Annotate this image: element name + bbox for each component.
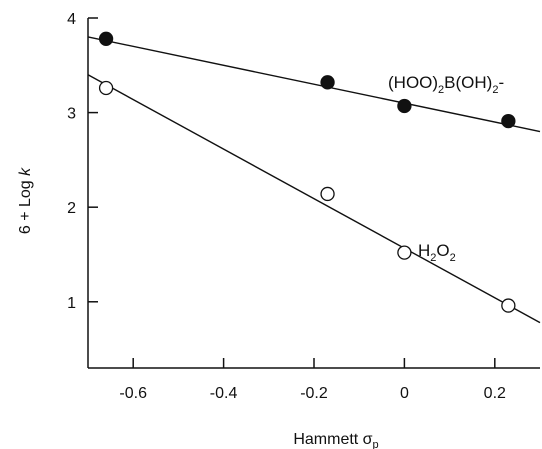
x-tick-label: -0.4 bbox=[210, 385, 238, 402]
y-tick-label: 2 bbox=[67, 200, 76, 217]
data-points bbox=[98, 31, 516, 313]
series-label-h2o2: H2O2 bbox=[418, 241, 456, 264]
axes: 1 2 3 4 -0.6 -0.4 -0.2 0 0.2 Hammett σp 6 + Log k bbox=[17, 11, 540, 449]
x-tick-label: 0.2 bbox=[484, 385, 506, 402]
open-point-series-2 bbox=[98, 80, 114, 96]
series-label-peroxoborate: (HOO)2B(OH)2- bbox=[388, 73, 504, 96]
open-point-series-2 bbox=[501, 298, 516, 313]
filled-point-series-1 bbox=[501, 113, 516, 129]
open-point-series-2 bbox=[320, 186, 335, 202]
fit-line-series-2 bbox=[87, 74, 541, 324]
filled-point-series-1 bbox=[320, 75, 335, 90]
x-tick-label: 0 bbox=[400, 385, 409, 402]
y-axis-title: 6 + Log k bbox=[17, 167, 34, 234]
x-tick-label: -0.6 bbox=[119, 385, 147, 402]
fit-lines bbox=[87, 36, 541, 324]
y-tick-label: 4 bbox=[67, 11, 76, 28]
x-tick-label: -0.2 bbox=[300, 385, 328, 402]
filled-point-series-1 bbox=[98, 31, 114, 46]
series-labels: (HOO)2B(OH)2- H2O2 bbox=[388, 73, 504, 264]
x-axis-title: Hammett σp bbox=[293, 431, 378, 449]
y-tick-label: 3 bbox=[67, 106, 76, 123]
open-point-series-2 bbox=[397, 245, 412, 260]
y-tick-label: 1 bbox=[67, 295, 76, 312]
fit-line-series-1 bbox=[87, 36, 541, 133]
filled-point-series-1 bbox=[397, 98, 412, 114]
